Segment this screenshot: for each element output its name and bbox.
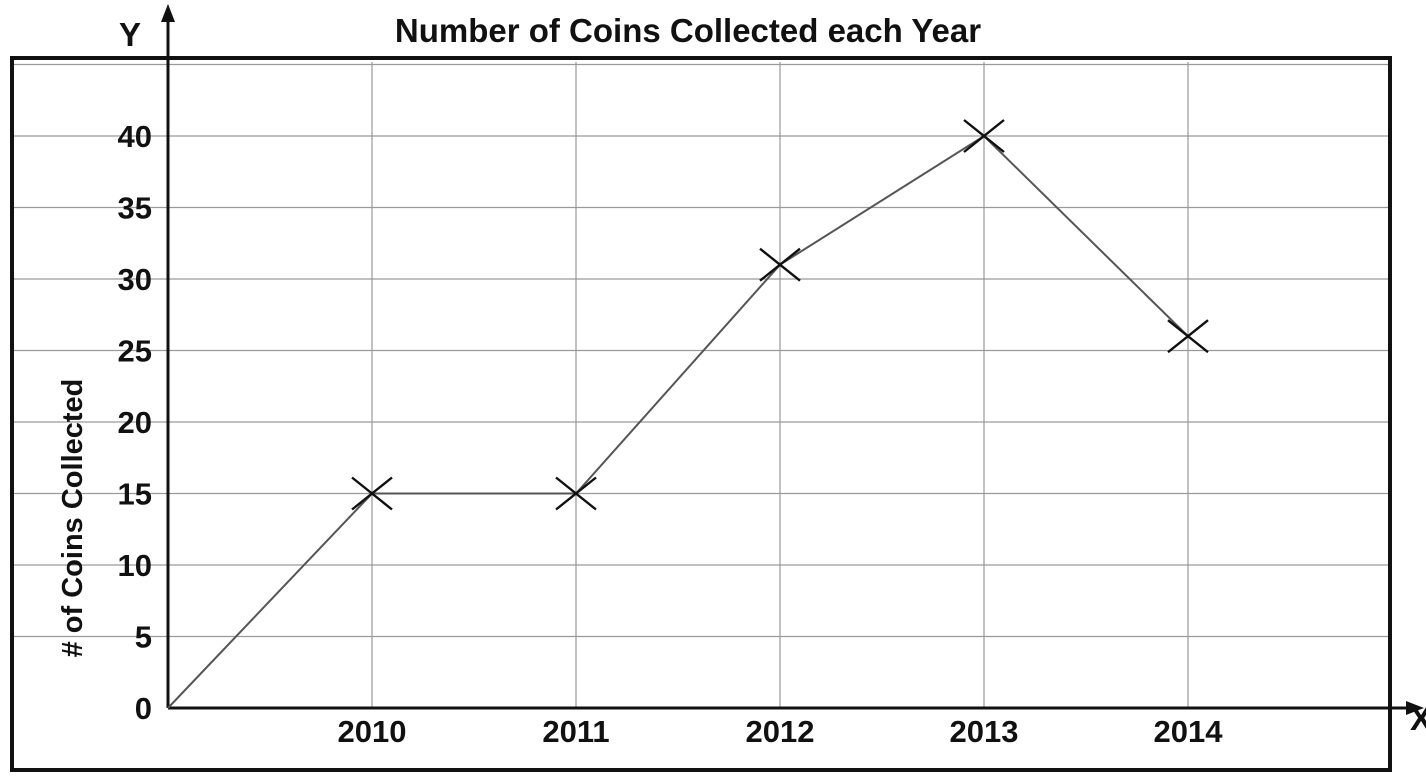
y-tick-label: 15 (118, 477, 152, 512)
y-tick-label: 35 (118, 191, 152, 226)
y-tick-label: 20 (118, 405, 152, 440)
data-point-marker-icon (1167, 319, 1209, 354)
data-point-marker-icon (555, 476, 597, 511)
grid-lines (14, 62, 1388, 708)
x-tick-labels: 2010 2011 2012 2013 2014 (338, 714, 1224, 749)
x-tick-label: 2013 (950, 714, 1019, 749)
x-tick-label: 2014 (1154, 714, 1224, 749)
y-tick-label: 5 (135, 620, 152, 655)
y-axis-letter: Y (119, 16, 141, 53)
marker-stroke (555, 476, 597, 511)
data-point-marker-icon (963, 119, 1005, 153)
y-tick-label: 25 (118, 334, 152, 369)
data-point-marker-icon (351, 476, 393, 511)
y-tick-labels: 0 5 10 15 20 25 30 35 40 (118, 119, 152, 726)
data-markers (351, 119, 1209, 511)
axes (161, 4, 1424, 715)
x-tick-label: 2010 (338, 714, 407, 749)
y-tick-label: 40 (118, 119, 152, 154)
marker-stroke (1167, 319, 1209, 354)
marker-stroke (963, 119, 1005, 153)
x-axis-letter: X (1410, 700, 1426, 737)
y-tick-label: 10 (118, 548, 152, 583)
marker-stroke (759, 247, 801, 282)
y-axis-label: # of Coins Collected (57, 379, 89, 658)
series-line (167, 134, 1189, 709)
marker-stroke (351, 476, 393, 511)
y-tick-label: 0 (135, 691, 152, 726)
data-point-marker-icon (759, 247, 801, 282)
x-axis-arrow-icon (1406, 701, 1424, 715)
x-tick-label: 2012 (746, 714, 815, 749)
chart-frame (10, 56, 1392, 772)
y-tick-label: 30 (118, 262, 152, 297)
y-axis-arrow-icon (161, 4, 175, 22)
x-tick-label: 2011 (542, 714, 609, 749)
chart-title: Number of Coins Collected each Year (395, 12, 981, 49)
